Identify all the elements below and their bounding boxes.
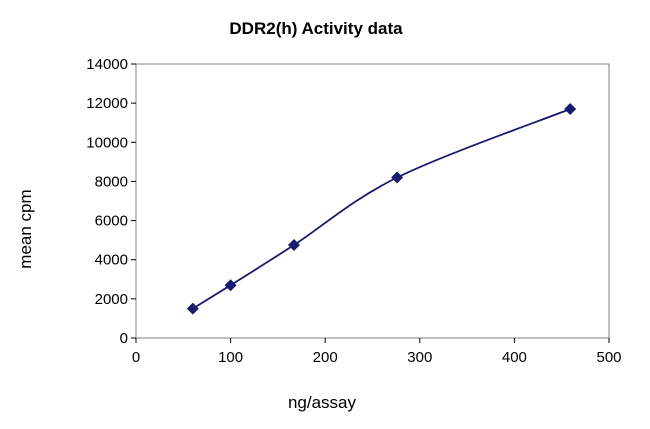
y-tick-label: 2000 <box>95 291 128 308</box>
data-point <box>224 279 237 292</box>
data-point <box>288 239 300 251</box>
plot-area <box>135 63 610 339</box>
series-markers <box>186 103 577 315</box>
y-axis: 0 2000 4000 6000 8000 10000 12000 14000 <box>86 56 136 347</box>
y-tick-label: 6000 <box>95 213 128 230</box>
y-tick-label: 10000 <box>86 134 128 151</box>
x-tick-label: 500 <box>596 349 621 366</box>
x-tick-label: 100 <box>218 349 243 366</box>
y-axis-label: mean cpm <box>16 189 35 268</box>
chart-title: DDR2(h) Activity data <box>229 19 403 38</box>
series-line <box>192 108 571 310</box>
x-tick-label: 300 <box>407 349 432 366</box>
data-point <box>186 302 199 315</box>
data-point <box>391 171 404 184</box>
data-point <box>564 103 577 115</box>
x-tick-label: 400 <box>502 349 527 366</box>
x-axis: 0 100 200 300 400 500 <box>132 338 622 366</box>
y-tick-label: 0 <box>120 330 128 347</box>
y-tick-label: 14000 <box>86 56 128 73</box>
y-tick-label: 4000 <box>95 252 128 269</box>
y-tick-label: 8000 <box>95 173 128 190</box>
x-axis-label: ng/assay <box>288 393 357 412</box>
x-tick-label: 0 <box>132 349 140 366</box>
y-tick-label: 12000 <box>86 95 128 112</box>
x-tick-label: 200 <box>313 349 338 366</box>
